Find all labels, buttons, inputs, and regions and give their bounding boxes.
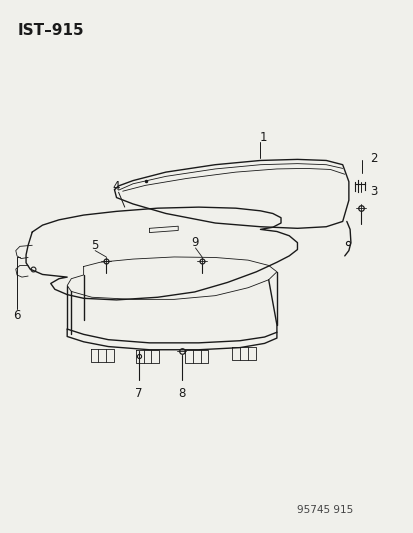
Text: 9: 9 (191, 236, 199, 249)
Text: 7: 7 (135, 387, 142, 400)
Text: 3: 3 (369, 185, 376, 198)
Text: 5: 5 (91, 239, 99, 252)
Text: 2: 2 (369, 152, 376, 165)
Text: 1: 1 (259, 131, 267, 143)
Text: 6: 6 (13, 309, 21, 322)
Text: 95745 915: 95745 915 (297, 505, 353, 515)
Text: IST–915: IST–915 (18, 22, 84, 38)
Text: 4: 4 (112, 181, 119, 193)
Text: 8: 8 (178, 387, 185, 400)
